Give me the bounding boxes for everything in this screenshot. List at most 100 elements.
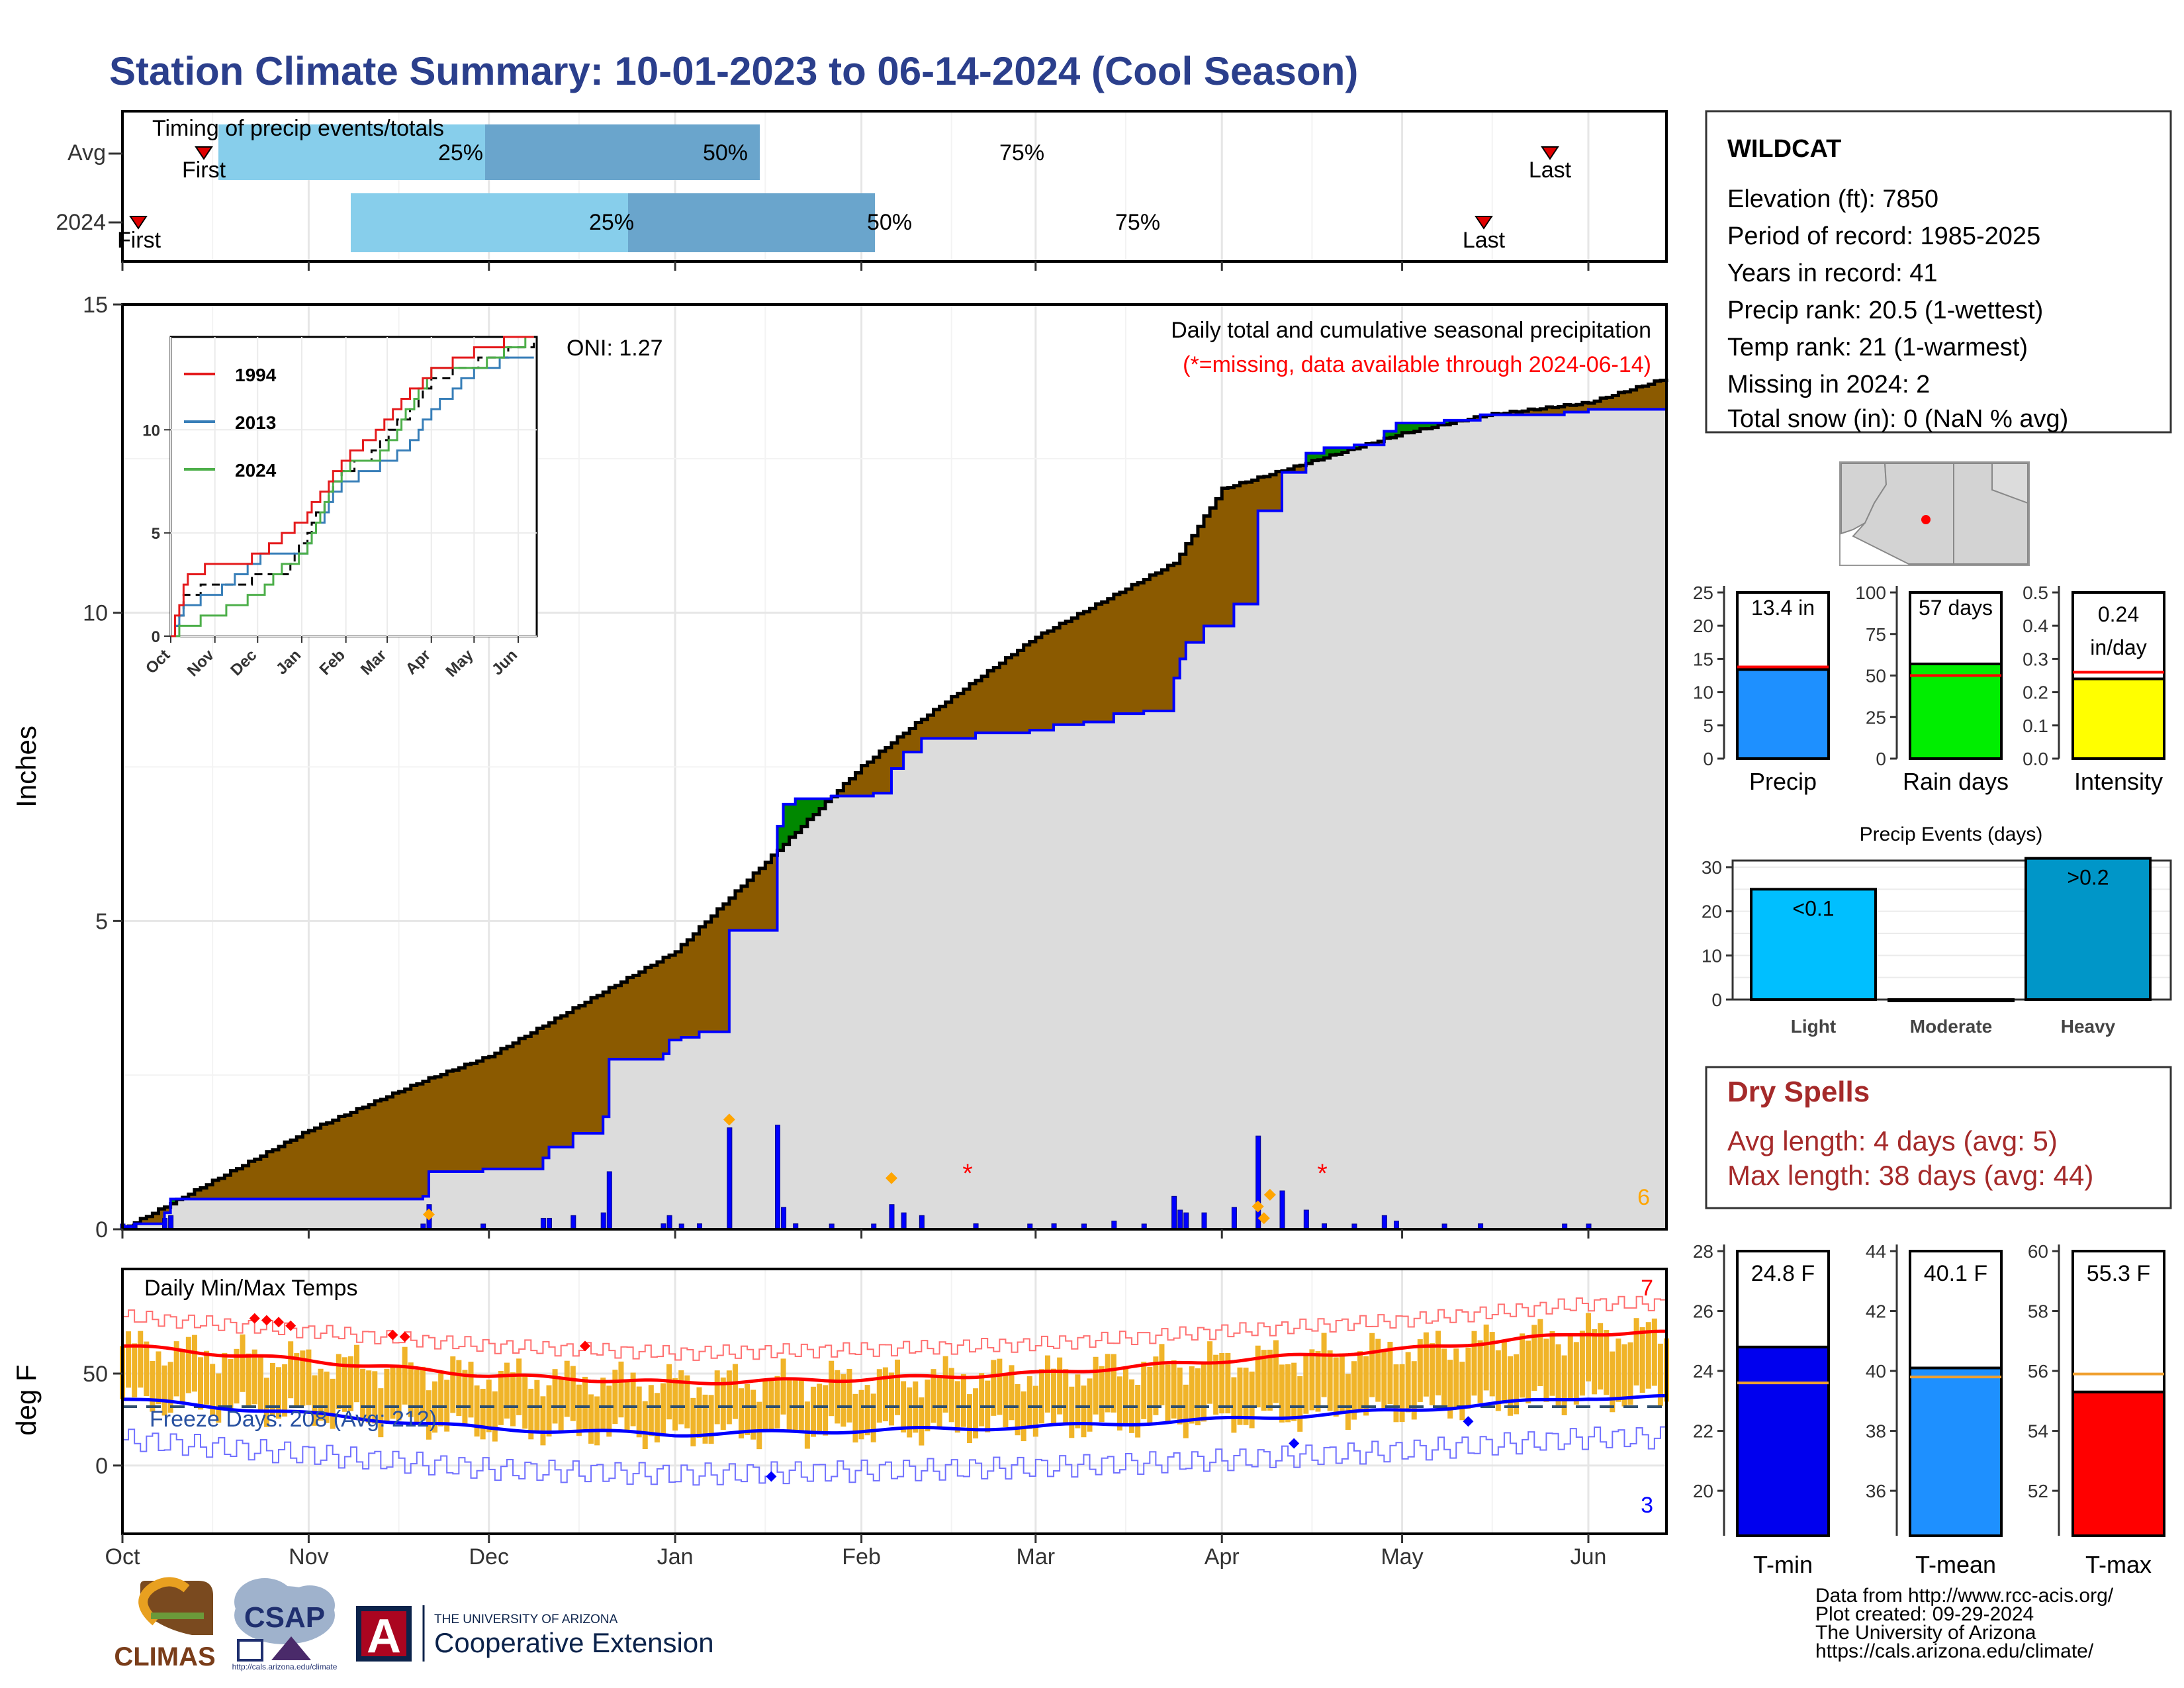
daily-temp-bar <box>1285 1364 1291 1423</box>
inset-1994-line <box>171 336 534 637</box>
csap-url: http://cals.arizona.edu/climate <box>232 1662 338 1671</box>
tmin-summary-tick-label: 26 <box>1693 1301 1713 1322</box>
daily-temp-bar <box>606 1385 612 1437</box>
daily-temp-bar <box>132 1343 138 1398</box>
precip-summary-value-bar <box>1736 668 1830 760</box>
oni-label: ONI: 1.27 <box>567 336 663 361</box>
daily-temp-bar <box>1429 1343 1435 1405</box>
daily-temp-bar <box>276 1367 282 1419</box>
daily-precip-bar <box>1303 1209 1309 1230</box>
daily-precip-bar <box>727 1127 733 1230</box>
tmin-summary-tick-label: 20 <box>1693 1481 1713 1501</box>
daily-temp-bar <box>1069 1386 1075 1438</box>
daily-temp-bar <box>762 1379 768 1431</box>
daily-temp-bar <box>690 1397 696 1446</box>
daily-temp-bar <box>1021 1391 1026 1442</box>
daily-temp-bar <box>864 1385 870 1436</box>
daily-temp-bar <box>1165 1364 1171 1422</box>
daily-temp-bar <box>1038 1369 1044 1424</box>
inset-y-tick-label: 5 <box>152 525 160 543</box>
tmean-summary-tick-label: 44 <box>1866 1241 1886 1262</box>
precip-y-axis-label: Inches <box>11 726 42 808</box>
daily-temp-bar <box>672 1378 678 1431</box>
events-category-label: Moderate <box>1910 1016 1992 1037</box>
record-high-marker <box>273 1317 285 1328</box>
daily-temp-bar <box>1195 1368 1201 1426</box>
daily-temp-bar <box>876 1369 882 1423</box>
daily-temp-bar <box>450 1356 456 1413</box>
daily-temp-bar <box>678 1370 684 1425</box>
station-location-marker <box>1921 515 1931 524</box>
daily-temp-bar <box>402 1346 408 1405</box>
inset-2013-line <box>171 356 534 637</box>
avg-min-line <box>122 1393 1667 1438</box>
daily-precip-bar <box>1177 1209 1183 1230</box>
tmean-bar-label: T-mean <box>1915 1551 1996 1578</box>
record-low-marker <box>766 1471 777 1482</box>
daily-temp-bar <box>1483 1324 1489 1391</box>
events-y-tick-label: 20 <box>1702 902 1722 922</box>
intensity-bar-unit: in/day <box>2090 635 2146 659</box>
daily-temp-bar <box>126 1331 132 1388</box>
precip-events-chart: Precip Events (days) 0 10 20 30 <0.1 Light Mod… <box>1702 823 2172 1037</box>
avg-q50-label: 50% <box>703 140 748 165</box>
daily-temp-bar <box>1514 1354 1520 1415</box>
daily-temp-bar <box>414 1370 420 1423</box>
y-tick-label: 5 <box>95 909 108 934</box>
daily-temp-bar <box>1411 1361 1417 1420</box>
daily-temp-bar <box>907 1387 913 1438</box>
y2024-last-label: Last <box>1463 228 1506 253</box>
daily-temp-bar <box>1177 1367 1183 1425</box>
csap-logo: CSAP http://cals.arizona.edu/climate <box>232 1578 338 1671</box>
daily-temp-bar <box>829 1360 835 1417</box>
daily-temp-bar <box>666 1364 672 1420</box>
daily-temp-bar <box>1459 1362 1465 1421</box>
temp-panel-label: Daily Min/Max Temps <box>144 1276 357 1301</box>
observed-cumulative-line <box>122 408 1666 1228</box>
daily-temp-bar <box>1363 1356 1369 1416</box>
climas-logo: CLIMAS <box>114 1577 216 1671</box>
daily-temp-bar <box>1592 1329 1598 1395</box>
rain-days-summary-box <box>1909 591 2003 665</box>
daily-precip-bar <box>781 1207 787 1230</box>
daily-precip-bar <box>1171 1196 1177 1230</box>
intensity-summary-box <box>2071 591 2165 680</box>
daily-precip-bar <box>1381 1215 1387 1230</box>
intensity-summary-tick-label: 0.2 <box>2023 682 2048 703</box>
daily-temp-bar <box>282 1364 288 1417</box>
daily-temp-bar <box>468 1362 474 1418</box>
events-y-tick-label: 10 <box>1702 945 1722 966</box>
inset-y-tick-label: 0 <box>152 628 160 646</box>
daily-temp-bar <box>384 1368 390 1422</box>
daily-precip-bar <box>774 1125 780 1230</box>
record-high-marker <box>285 1320 296 1331</box>
precip-bar-value: 13.4 in <box>1751 596 1815 620</box>
daily-temp-bar <box>1387 1342 1393 1405</box>
daily-temp-bar <box>997 1358 1003 1415</box>
daily-temp-bar <box>1009 1365 1015 1421</box>
daily-temp-bar <box>1032 1385 1038 1437</box>
daily-temp-bar <box>1615 1338 1621 1402</box>
x-tick-label: Nov <box>289 1544 328 1570</box>
daily-temp-bar <box>1507 1356 1513 1416</box>
station-line-5: Missing in 2024: 2 <box>1727 371 1930 399</box>
daily-temp-bar <box>936 1375 942 1428</box>
daily-precip-bar <box>889 1204 895 1230</box>
station-name: WILDCAT <box>1727 135 1841 163</box>
daily-temp-bar <box>751 1389 756 1440</box>
record-low-marker <box>1289 1438 1300 1449</box>
tmean-summary-box <box>1909 1250 2003 1370</box>
ua-top-text: THE UNIVERSITY OF ARIZONA <box>434 1613 618 1626</box>
precip-corner-count: 6 <box>1637 1185 1650 1210</box>
record-precip-marker <box>723 1113 735 1126</box>
daily-temp-bar <box>1303 1354 1309 1414</box>
daily-temp-bar <box>1237 1367 1243 1425</box>
footer-line-3: https://cals.arizona.edu/climate/ <box>1815 1640 2094 1662</box>
daily-temp-bar <box>702 1394 708 1444</box>
rain-days-summary-tick-label: 50 <box>1866 666 1886 686</box>
record-min-count: 3 <box>1641 1493 1653 1518</box>
page-title: Station Climate Summary: 10-01-2023 to 0… <box>109 49 1358 93</box>
events-category-label: Heavy <box>2061 1016 2116 1037</box>
daily-precip-bar <box>1255 1135 1261 1230</box>
intensity-summary-tick-label: 0.1 <box>2023 716 2048 736</box>
